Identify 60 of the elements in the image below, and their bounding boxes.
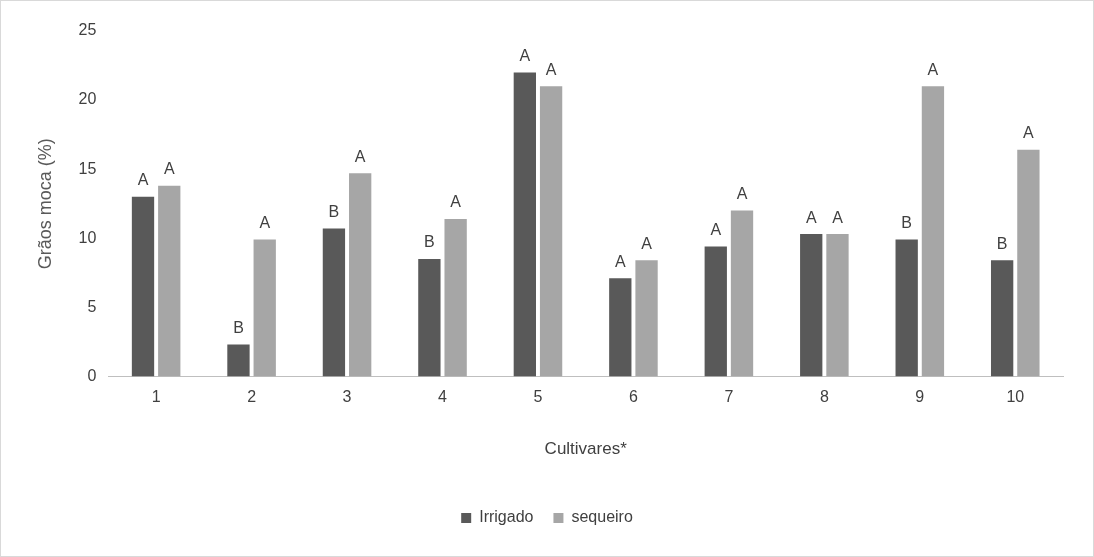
- bar: [227, 344, 250, 377]
- x-tick-label: 1: [151, 388, 161, 406]
- data-label: A: [163, 160, 175, 178]
- x-tick-label: 3: [342, 388, 352, 406]
- bar: [1017, 149, 1040, 377]
- data-label: A: [354, 147, 366, 165]
- x-tick-label: 9: [915, 388, 925, 406]
- data-label: A: [641, 234, 653, 252]
- bar: [322, 228, 346, 377]
- bar: [895, 239, 918, 377]
- data-label: B: [233, 319, 244, 337]
- bar: [158, 185, 181, 377]
- data-label: A: [832, 208, 844, 226]
- bar: [131, 196, 155, 377]
- bar: [704, 246, 727, 377]
- x-axis-title: Cultivares*: [544, 439, 628, 459]
- data-label: A: [450, 193, 462, 211]
- data-label: B: [901, 214, 913, 232]
- data-label: A: [736, 185, 748, 203]
- bar: [635, 260, 658, 377]
- bar: [800, 234, 823, 377]
- bar: [539, 86, 563, 377]
- bar: [990, 260, 1014, 377]
- bar: [349, 173, 372, 377]
- y-tick-label: 10: [78, 228, 97, 246]
- data-label: A: [614, 252, 626, 270]
- bar: [826, 234, 849, 377]
- y-tick-label: 15: [78, 159, 97, 177]
- legend-label: Irrigado: [479, 508, 534, 526]
- data-label: A: [259, 214, 271, 232]
- x-tick-label: 6: [628, 388, 638, 406]
- x-tick-label: 8: [819, 388, 829, 406]
- data-label: A: [805, 208, 817, 226]
- y-axis-title: Grãos moca (%): [34, 138, 55, 270]
- data-label: A: [519, 46, 531, 64]
- data-label: A: [710, 220, 722, 238]
- data-label: B: [424, 233, 435, 251]
- data-label: A: [137, 171, 149, 189]
- y-tick-label: 0: [87, 366, 97, 384]
- y-tick-label: 25: [78, 21, 97, 39]
- x-tick-label: 2: [247, 388, 257, 406]
- x-tick-label: 5: [533, 388, 543, 406]
- data-label: A: [927, 60, 939, 78]
- data-label: A: [1023, 124, 1035, 142]
- x-tick-label: 10: [1006, 388, 1025, 406]
- data-label: B: [328, 202, 340, 220]
- bar: [444, 218, 467, 377]
- bar: [921, 86, 945, 377]
- data-label: A: [545, 60, 557, 78]
- x-tick-label: 4: [438, 388, 448, 406]
- x-tick-label: 7: [724, 388, 734, 406]
- data-label: B: [996, 234, 1008, 252]
- bar: [730, 210, 754, 377]
- legend-label: sequeiro: [571, 508, 633, 526]
- y-tick-label: 20: [78, 90, 97, 108]
- bar: [609, 278, 632, 377]
- bar: [418, 258, 441, 377]
- bar: [513, 72, 536, 377]
- bar: [253, 239, 276, 377]
- y-tick-label: 5: [87, 297, 97, 315]
